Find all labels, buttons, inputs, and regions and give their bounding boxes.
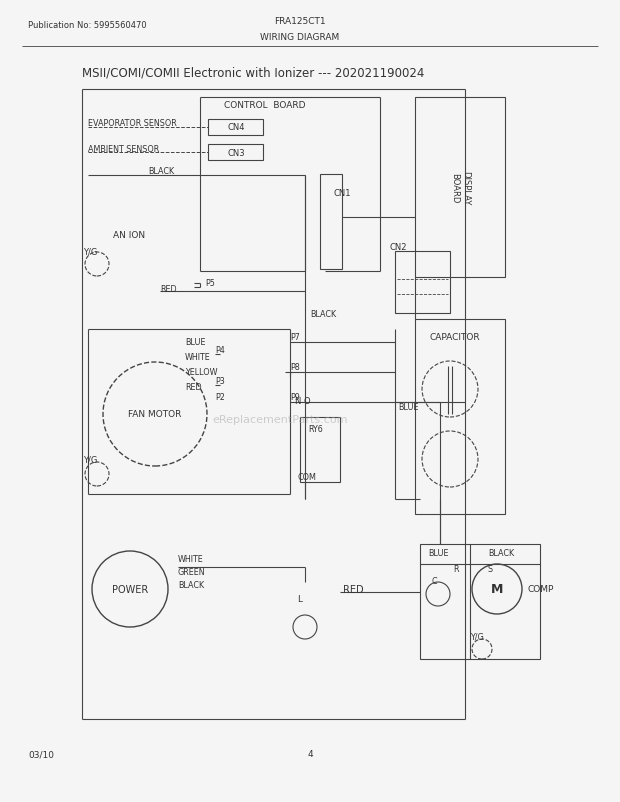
Text: RED: RED bbox=[185, 383, 202, 392]
Bar bbox=[395, 252, 450, 314]
Text: L: L bbox=[297, 595, 302, 604]
Text: FAN MOTOR: FAN MOTOR bbox=[128, 410, 182, 419]
Text: BLUE: BLUE bbox=[428, 549, 448, 558]
Text: Publication No: 5995560470: Publication No: 5995560470 bbox=[28, 21, 146, 30]
Bar bbox=[300, 418, 340, 482]
Text: COMP: COMP bbox=[528, 585, 554, 593]
Text: RED: RED bbox=[343, 585, 363, 594]
Text: P7: P7 bbox=[290, 333, 300, 342]
Bar bbox=[420, 545, 540, 659]
Bar bbox=[208, 145, 263, 160]
Text: EVAPORATOR SENSOR: EVAPORATOR SENSOR bbox=[88, 119, 177, 128]
Text: 4: 4 bbox=[307, 750, 313, 759]
Text: C: C bbox=[432, 577, 438, 585]
Text: P8: P8 bbox=[290, 363, 299, 372]
Text: RED: RED bbox=[160, 286, 177, 294]
Text: CAPACITOR: CAPACITOR bbox=[430, 333, 480, 342]
Text: CN1: CN1 bbox=[334, 188, 352, 197]
Bar bbox=[320, 175, 342, 269]
Text: BLACK: BLACK bbox=[178, 581, 204, 589]
Text: WIRING DIAGRAM: WIRING DIAGRAM bbox=[260, 32, 340, 42]
Bar bbox=[415, 320, 505, 514]
Bar bbox=[208, 119, 263, 136]
Text: CN4: CN4 bbox=[228, 124, 245, 132]
Text: CN2: CN2 bbox=[390, 242, 407, 251]
Text: YELLOW: YELLOW bbox=[185, 368, 218, 377]
Text: WHITE: WHITE bbox=[178, 555, 204, 564]
Text: BLACK: BLACK bbox=[148, 168, 174, 176]
Bar bbox=[415, 98, 505, 277]
Text: Y/G: Y/G bbox=[83, 455, 97, 464]
Text: COM: COM bbox=[297, 473, 316, 482]
Text: WHITE: WHITE bbox=[185, 353, 211, 362]
Text: FRA125CT1: FRA125CT1 bbox=[274, 18, 326, 26]
Text: BLUE: BLUE bbox=[185, 338, 205, 347]
Text: AMBIENT SENSOR: AMBIENT SENSOR bbox=[88, 144, 159, 153]
Text: BLACK: BLACK bbox=[488, 549, 514, 558]
Text: AN ION: AN ION bbox=[113, 230, 145, 239]
Text: P4: P4 bbox=[215, 346, 224, 355]
Text: eReplacementParts.com: eReplacementParts.com bbox=[212, 415, 348, 424]
Text: MSII/COMI/COMII Electronic with Ionizer --- 202021190024: MSII/COMI/COMII Electronic with Ionizer … bbox=[82, 67, 424, 79]
Text: S: S bbox=[487, 565, 492, 573]
Text: POWER: POWER bbox=[112, 585, 148, 594]
Text: P5: P5 bbox=[205, 279, 215, 288]
Text: BLACK: BLACK bbox=[310, 310, 336, 319]
Text: M: M bbox=[491, 583, 503, 596]
Text: BLUE: BLUE bbox=[398, 403, 419, 412]
Text: Y/G: Y/G bbox=[83, 247, 97, 256]
Text: DISPLAY
BOARD: DISPLAY BOARD bbox=[450, 171, 470, 205]
Text: P3: P3 bbox=[215, 377, 224, 386]
Text: GREEN: GREEN bbox=[178, 568, 206, 577]
Text: P2: P2 bbox=[215, 393, 225, 402]
Text: RY6: RY6 bbox=[308, 425, 323, 434]
Text: N O: N O bbox=[295, 397, 311, 406]
Text: CN3: CN3 bbox=[227, 148, 245, 157]
Text: R: R bbox=[453, 565, 459, 573]
Text: 03/10: 03/10 bbox=[28, 750, 54, 759]
Text: P9: P9 bbox=[290, 393, 300, 402]
Text: Y/G: Y/G bbox=[470, 632, 484, 641]
Text: CONTROL  BOARD: CONTROL BOARD bbox=[224, 101, 306, 111]
